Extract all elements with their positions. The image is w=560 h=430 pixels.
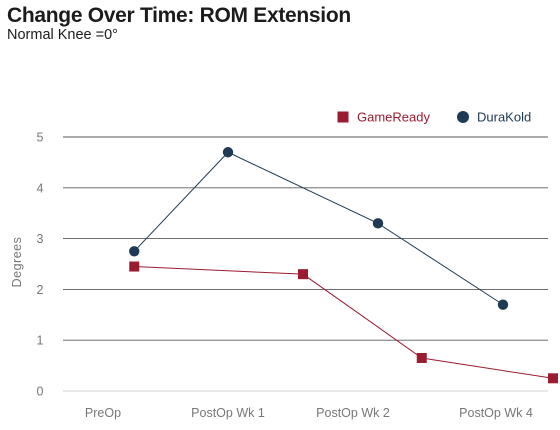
x-tick-label: PreOp (85, 406, 121, 420)
y-tick-label: 2 (37, 283, 44, 297)
data-point (129, 261, 140, 272)
legend-label: GameReady (357, 110, 430, 125)
grid-lines (63, 136, 548, 392)
y-tick-label: 0 (37, 385, 44, 399)
data-point (298, 269, 308, 280)
legend-item: DuraKold (457, 110, 531, 125)
series-layer (129, 147, 558, 384)
legend-swatch (457, 111, 469, 123)
chart-subtitle: Normal Knee =0° (7, 27, 118, 43)
data-point (372, 218, 384, 229)
series-line (134, 266, 554, 379)
data-point (497, 299, 509, 310)
data-point (129, 246, 140, 257)
y-tick-labels: 0 1 2 3 4 5 (37, 131, 44, 399)
legend: GameReady DuraKold (337, 110, 531, 125)
y-tick-label: 3 (37, 232, 44, 246)
legend-item: GameReady (337, 110, 430, 125)
data-point (222, 147, 234, 158)
x-tick-labels: PreOp PostOp Wk 1 PostOp Wk 2 PostOp Wk 4 (85, 406, 533, 420)
x-tick-label: PostOp Wk 2 (316, 406, 390, 420)
legend-swatch (337, 111, 349, 123)
series-durakold (129, 147, 509, 310)
y-tick-label: 4 (37, 181, 44, 195)
data-point (548, 373, 558, 384)
x-tick-label: PostOp Wk 1 (191, 406, 265, 420)
chart-title: Change Over Time: ROM Extension (7, 4, 351, 27)
y-tick-label: 5 (37, 131, 44, 145)
series-gameready (129, 261, 558, 384)
x-tick-label: PostOp Wk 4 (459, 406, 533, 420)
data-point (416, 352, 427, 363)
series-line (133, 151, 504, 306)
y-axis-title: Degrees (10, 237, 24, 288)
legend-label: DuraKold (477, 110, 531, 125)
y-tick-label: 1 (37, 334, 44, 348)
